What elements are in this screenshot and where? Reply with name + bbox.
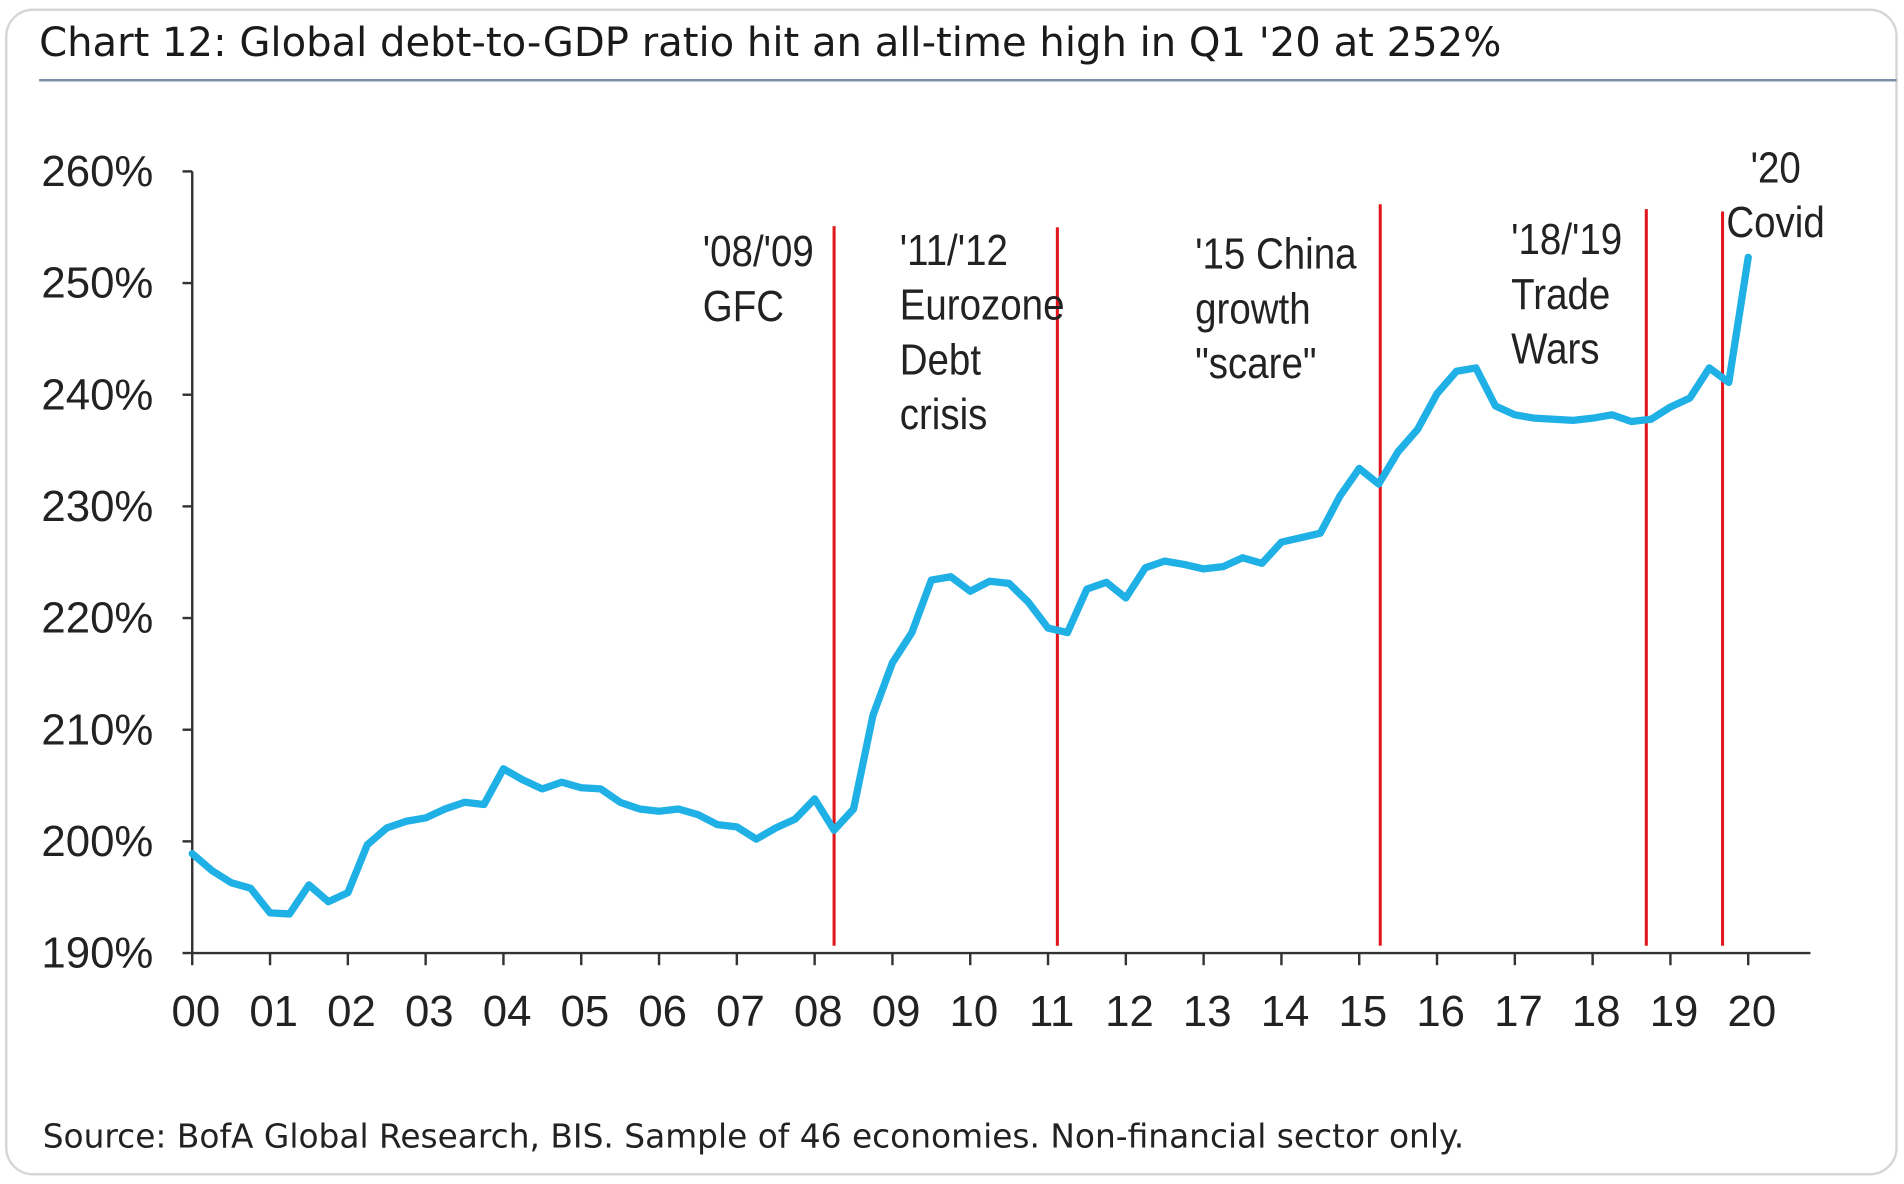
x-tick-label: 04 bbox=[483, 987, 532, 1036]
x-tick-label: 13 bbox=[1183, 987, 1232, 1036]
x-tick-label: 11 bbox=[1029, 987, 1074, 1036]
x-tick-label: 07 bbox=[716, 987, 765, 1036]
event-label: "scare" bbox=[1195, 339, 1316, 388]
event-label: '18/'19 bbox=[1511, 215, 1622, 264]
event-label: Covid bbox=[1726, 198, 1824, 247]
chart-title: Chart 12: Global debt-to-GDP ratio hit a… bbox=[39, 20, 1501, 66]
x-tick-label: 12 bbox=[1105, 987, 1154, 1036]
x-tick-label: 17 bbox=[1494, 987, 1543, 1036]
x-tick-label: 01 bbox=[249, 987, 298, 1036]
y-tick-label: 190% bbox=[41, 929, 153, 978]
x-tick-label: 05 bbox=[561, 987, 610, 1036]
event-label: Wars bbox=[1511, 324, 1599, 373]
event-label: growth bbox=[1195, 284, 1311, 333]
x-tick-label: 19 bbox=[1650, 987, 1699, 1036]
event-label: crisis bbox=[900, 390, 988, 439]
y-tick-label: 230% bbox=[41, 482, 153, 531]
y-tick-label: 200% bbox=[41, 817, 153, 866]
x-tick-label: 09 bbox=[872, 987, 921, 1036]
x-tick-label: 18 bbox=[1572, 987, 1621, 1036]
x-tick-label: 16 bbox=[1416, 987, 1465, 1036]
event-label: '20 bbox=[1751, 143, 1801, 192]
data-line bbox=[188, 253, 1752, 918]
event-label: '08/'09 bbox=[703, 227, 814, 276]
y-tick-label: 250% bbox=[41, 259, 153, 308]
x-tick-label: 14 bbox=[1261, 987, 1310, 1036]
y-tick-label: 210% bbox=[41, 705, 153, 754]
event-label: Debt bbox=[900, 335, 982, 384]
event-label: '15 China bbox=[1195, 229, 1357, 278]
y-tick-label: 260% bbox=[41, 147, 153, 196]
y-tick-label: 220% bbox=[41, 594, 153, 643]
source-note: Source: BofA Global Research, BIS. Sampl… bbox=[43, 1118, 1464, 1156]
x-tick-label: 00 bbox=[172, 987, 221, 1036]
x-tick-label: 15 bbox=[1339, 987, 1388, 1036]
frame bbox=[5, 8, 1898, 1176]
plot-area: 190% 200% 210% 220% 230% 240% 250% 260% 00 01 02 03… bbox=[41, 143, 1824, 1036]
event-label: GFC bbox=[703, 282, 784, 331]
event-label: Trade bbox=[1511, 269, 1610, 318]
x-tick-label: 20 bbox=[1728, 987, 1777, 1036]
event-label: '11/'12 bbox=[900, 226, 1008, 275]
x-tick-label: 08 bbox=[794, 987, 843, 1036]
x-tick-label: 10 bbox=[950, 987, 999, 1036]
event-label: Eurozone bbox=[900, 280, 1065, 329]
x-tick-label: 06 bbox=[638, 987, 687, 1036]
x-tick-label: 02 bbox=[327, 987, 376, 1036]
x-tick-label: 03 bbox=[405, 987, 454, 1036]
y-tick-label: 240% bbox=[41, 370, 153, 419]
